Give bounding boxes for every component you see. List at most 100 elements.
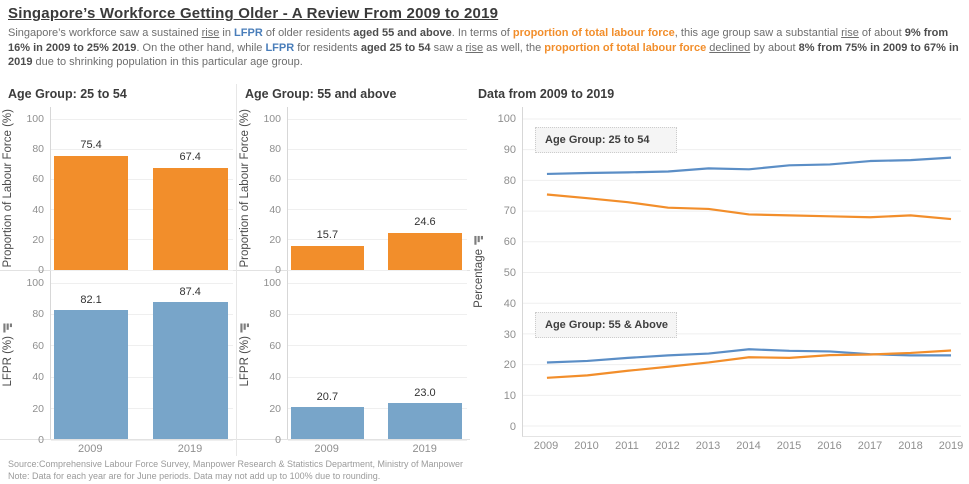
text-segment: aged 55 and above xyxy=(353,27,452,39)
bar-value-label: 67.4 xyxy=(179,151,201,164)
y-axis-title-area: LFPR (%) xyxy=(237,271,253,439)
y-tick-label: 20 xyxy=(269,402,281,415)
y-tick-label: 0 xyxy=(509,421,516,433)
gridline xyxy=(288,269,467,271)
text-segment: by about xyxy=(750,41,799,54)
x-tick-label: 2009 xyxy=(314,443,339,455)
text-segment: of about xyxy=(858,27,905,39)
y-axis-title-area: Proportion of Labour Force (%) xyxy=(237,107,253,270)
x-tick-label: 2009 xyxy=(533,440,559,452)
y-axis-title-area: Percentage xyxy=(470,107,488,437)
y-tick-label: 20 xyxy=(269,233,281,246)
y-axis-title: Proportion of Labour Force (%) xyxy=(2,109,14,268)
text-segment: saw a xyxy=(430,41,466,54)
x-tick-label: 2012 xyxy=(655,440,680,452)
x-axis-25-54: 2009 2019 xyxy=(50,440,233,458)
y-tick-label: 100 xyxy=(497,113,516,125)
x-tick-label: 2013 xyxy=(695,440,721,452)
y-tick-label: 80 xyxy=(269,143,281,156)
gridline xyxy=(288,345,467,347)
sort-icon[interactable] xyxy=(3,323,13,333)
plot-area: 75.4 67.4 xyxy=(50,107,233,271)
sort-icon[interactable] xyxy=(240,323,250,333)
y-axis-title-text: Proportion of Labour Force (%) xyxy=(239,109,251,268)
sort-icon[interactable] xyxy=(474,236,484,246)
text-segment: rise xyxy=(841,27,859,39)
y-tick-label: 70 xyxy=(503,205,516,218)
y-tick-label: 20 xyxy=(32,233,44,246)
y-tick-label: 80 xyxy=(269,308,281,321)
y-axis-title-text: Percentage xyxy=(473,249,485,308)
text-segment: proportion of total labour force xyxy=(544,41,707,54)
x-axis-55-above: 2009 2019 xyxy=(287,440,467,458)
panel-title-55-above: Age Group: 55 and above xyxy=(245,87,397,101)
y-tick-label: 90 xyxy=(503,143,516,156)
gridline xyxy=(51,313,233,315)
bar-chart-proportion-25-54: Proportion of Labour Force (%) 100 80 60 40 2… xyxy=(0,107,236,276)
plot-area: 15.7 24.6 xyxy=(287,107,467,271)
y-axis-title-text: LFPR (%) xyxy=(239,336,251,387)
y-tick-label: 60 xyxy=(269,173,281,186)
text-segment: proportion of total labour force xyxy=(512,27,675,39)
gridline xyxy=(51,282,233,284)
y-axis-title: Percentage xyxy=(473,236,485,308)
bar[interactable] xyxy=(388,402,462,439)
x-tick-label: 2010 xyxy=(574,440,599,452)
page-title: Singapore’s Workforce Getting Older - A … xyxy=(8,5,499,22)
text-segment: of older residents xyxy=(262,27,354,39)
x-tick-label: 2016 xyxy=(817,440,842,452)
text-segment: Singapore’s workforce saw a sustained xyxy=(8,27,202,39)
line-series[interactable] xyxy=(546,156,952,176)
y-tick-label: 40 xyxy=(503,297,516,310)
panel-title-trend: Data from 2009 to 2019 xyxy=(478,87,615,101)
plot-area: 82.1 87.4 xyxy=(50,271,233,441)
panel-trend-lines: Data from 2009 to 2019 Percentage 100 90 80… xyxy=(470,84,969,456)
y-tick-label: 40 xyxy=(269,371,281,384)
text-segment: rise xyxy=(201,27,220,39)
line-series[interactable] xyxy=(546,348,952,364)
y-tick-label: 10 xyxy=(503,390,516,403)
source-note: Source:Comprehensive Labour Force Survey… xyxy=(8,459,464,469)
text-segment: LFPR xyxy=(234,27,263,39)
y-tick-label: 80 xyxy=(32,308,44,321)
gridline xyxy=(288,178,467,180)
annotation-box: Age Group: 55 & Above xyxy=(535,311,677,338)
y-tick-label: 20 xyxy=(503,359,516,372)
y-tick-label: 100 xyxy=(26,113,44,125)
y-tick-label: 50 xyxy=(503,267,516,279)
gridline xyxy=(51,408,233,410)
bar[interactable] xyxy=(53,156,129,270)
panel-age-55-above: Age Group: 55 and above Proportion of La… xyxy=(236,84,470,456)
bar-value-label: 23.0 xyxy=(414,386,436,399)
x-tick-label: 2019 xyxy=(412,443,437,455)
x-tick-label: 2018 xyxy=(898,440,923,452)
gridline xyxy=(288,148,467,150)
y-axis-ticks: 100 80 60 40 20 0 xyxy=(253,271,287,446)
y-tick-label: 100 xyxy=(263,113,281,125)
bar[interactable] xyxy=(290,246,365,270)
bar[interactable] xyxy=(152,168,228,270)
bar-value-label: 24.6 xyxy=(414,215,436,228)
gridline xyxy=(51,269,233,271)
bar[interactable] xyxy=(290,406,365,439)
bar-value-label: 82.1 xyxy=(80,294,102,307)
bar[interactable] xyxy=(152,301,228,439)
panel-age-25-54: Age Group: 25 to 54 Proportion of Labour… xyxy=(0,84,236,456)
gridline xyxy=(288,439,467,441)
y-axis-title: Proportion of Labour Force (%) xyxy=(239,109,251,268)
x-tick-label: 2019 xyxy=(938,440,964,452)
charts-region: Age Group: 25 to 54 Proportion of Labour… xyxy=(0,84,969,456)
bar-value-label: 75.4 xyxy=(80,139,102,152)
bar-chart-proportion-55-above: Proportion of Labour Force (%) 100 80 60 40 2… xyxy=(237,107,470,276)
gridline xyxy=(288,313,467,315)
bar-value-label: 15.7 xyxy=(316,229,339,242)
summary-text: Singapore’s workforce saw a sustained ri… xyxy=(8,26,964,70)
y-tick-label: 60 xyxy=(269,339,281,352)
y-axis-title-text: LFPR (%) xyxy=(2,336,14,387)
line-series[interactable] xyxy=(546,193,952,221)
y-tick-label: 40 xyxy=(269,203,281,216)
line-series[interactable] xyxy=(546,349,952,379)
bar[interactable] xyxy=(388,232,462,270)
bar[interactable] xyxy=(53,310,129,439)
